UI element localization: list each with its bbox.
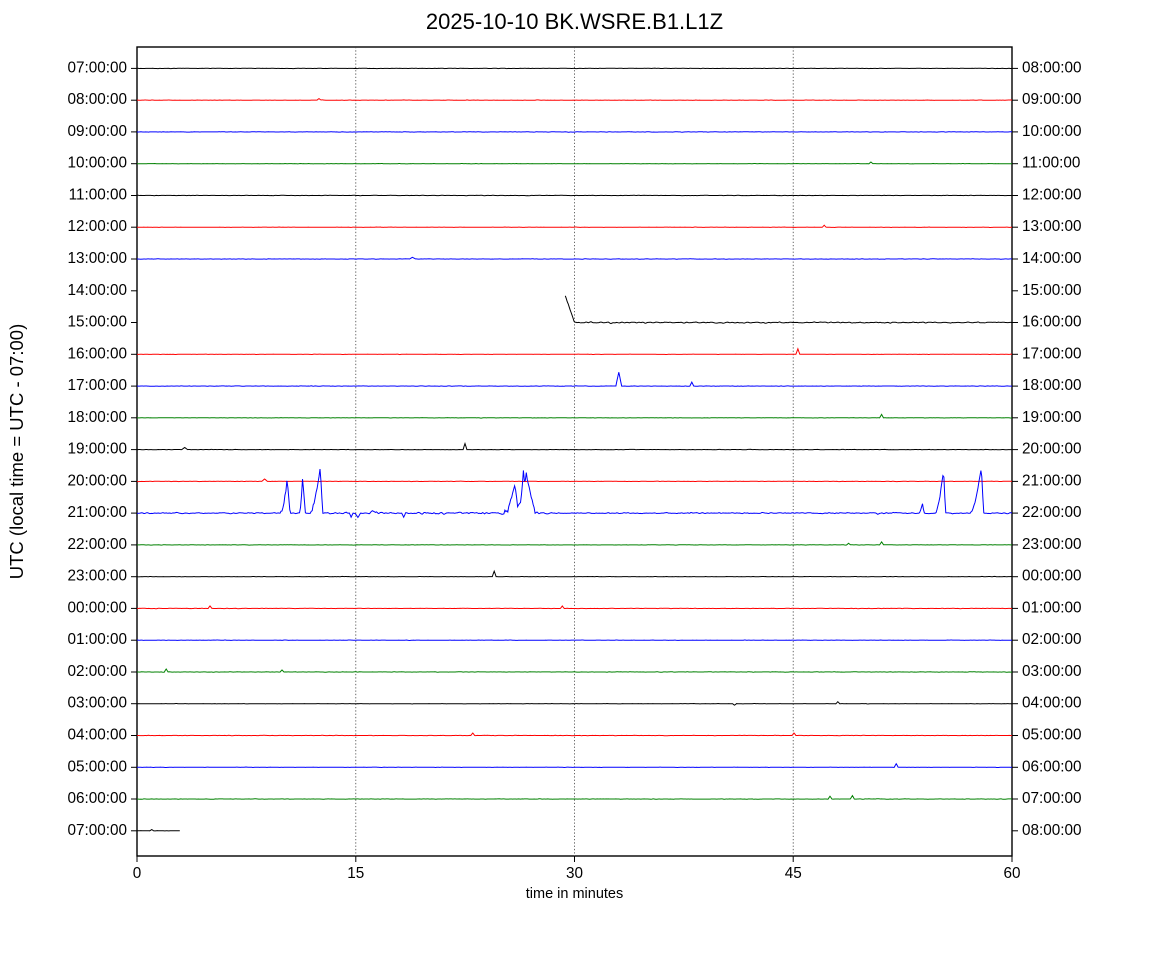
svg-text:10:00:00: 10:00:00 [67, 155, 127, 172]
svg-text:16:00:00: 16:00:00 [67, 345, 127, 362]
svg-text:17:00:00: 17:00:00 [1022, 345, 1082, 362]
svg-text:17:00:00: 17:00:00 [67, 377, 127, 394]
svg-text:18:00:00: 18:00:00 [67, 409, 127, 426]
svg-text:04:00:00: 04:00:00 [1022, 695, 1082, 712]
svg-text:15: 15 [347, 865, 364, 882]
svg-text:00:00:00: 00:00:00 [1022, 568, 1082, 585]
svg-text:05:00:00: 05:00:00 [67, 758, 127, 775]
svg-text:16:00:00: 16:00:00 [1022, 314, 1082, 331]
svg-text:19:00:00: 19:00:00 [67, 441, 127, 458]
svg-text:08:00:00: 08:00:00 [1022, 822, 1082, 839]
svg-text:22:00:00: 22:00:00 [67, 536, 127, 553]
svg-text:12:00:00: 12:00:00 [67, 218, 127, 235]
svg-text:08:00:00: 08:00:00 [67, 91, 127, 108]
svg-text:11:00:00: 11:00:00 [69, 187, 127, 204]
svg-text:00:00:00: 00:00:00 [67, 599, 127, 616]
svg-text:0: 0 [133, 865, 142, 882]
svg-text:04:00:00: 04:00:00 [67, 727, 127, 744]
svg-text:08:00:00: 08:00:00 [1022, 59, 1082, 76]
svg-text:14:00:00: 14:00:00 [1022, 250, 1082, 267]
svg-text:23:00:00: 23:00:00 [1022, 536, 1082, 553]
svg-text:06:00:00: 06:00:00 [1022, 758, 1082, 775]
svg-text:23:00:00: 23:00:00 [67, 568, 127, 585]
svg-text:2025-10-10 BK.WSRE.B1.L1Z: 2025-10-10 BK.WSRE.B1.L1Z [426, 9, 723, 34]
svg-text:05:00:00: 05:00:00 [1022, 727, 1082, 744]
svg-text:07:00:00: 07:00:00 [1022, 790, 1082, 807]
svg-text:07:00:00: 07:00:00 [67, 59, 127, 76]
svg-text:45: 45 [785, 865, 802, 882]
svg-text:06:00:00: 06:00:00 [67, 790, 127, 807]
svg-text:13:00:00: 13:00:00 [1022, 218, 1082, 235]
svg-text:01:00:00: 01:00:00 [67, 631, 127, 648]
svg-text:19:00:00: 19:00:00 [1022, 409, 1082, 426]
svg-text:30: 30 [566, 865, 583, 882]
svg-text:10:00:00: 10:00:00 [1022, 123, 1082, 140]
svg-text:09:00:00: 09:00:00 [67, 123, 127, 140]
svg-text:02:00:00: 02:00:00 [1022, 631, 1082, 648]
svg-text:22:00:00: 22:00:00 [1022, 504, 1082, 521]
svg-text:11:00:00: 11:00:00 [1022, 155, 1080, 172]
svg-text:03:00:00: 03:00:00 [67, 695, 127, 712]
svg-text:20:00:00: 20:00:00 [67, 472, 127, 489]
svg-text:18:00:00: 18:00:00 [1022, 377, 1082, 394]
svg-text:09:00:00: 09:00:00 [1022, 91, 1082, 108]
svg-text:02:00:00: 02:00:00 [67, 663, 127, 680]
svg-text:03:00:00: 03:00:00 [1022, 663, 1082, 680]
svg-text:15:00:00: 15:00:00 [1022, 282, 1082, 299]
svg-text:21:00:00: 21:00:00 [1022, 472, 1082, 489]
svg-text:60: 60 [1003, 865, 1020, 882]
svg-text:14:00:00: 14:00:00 [67, 282, 127, 299]
svg-text:13:00:00: 13:00:00 [67, 250, 127, 267]
svg-text:20:00:00: 20:00:00 [1022, 441, 1082, 458]
svg-text:time in minutes: time in minutes [526, 886, 624, 902]
svg-text:15:00:00: 15:00:00 [67, 314, 127, 331]
svg-text:21:00:00: 21:00:00 [67, 504, 127, 521]
svg-text:07:00:00: 07:00:00 [67, 822, 127, 839]
svg-text:12:00:00: 12:00:00 [1022, 187, 1082, 204]
svg-text:01:00:00: 01:00:00 [1022, 599, 1082, 616]
svg-text:UTC (local time = UTC - 07:00): UTC (local time = UTC - 07:00) [6, 324, 27, 579]
